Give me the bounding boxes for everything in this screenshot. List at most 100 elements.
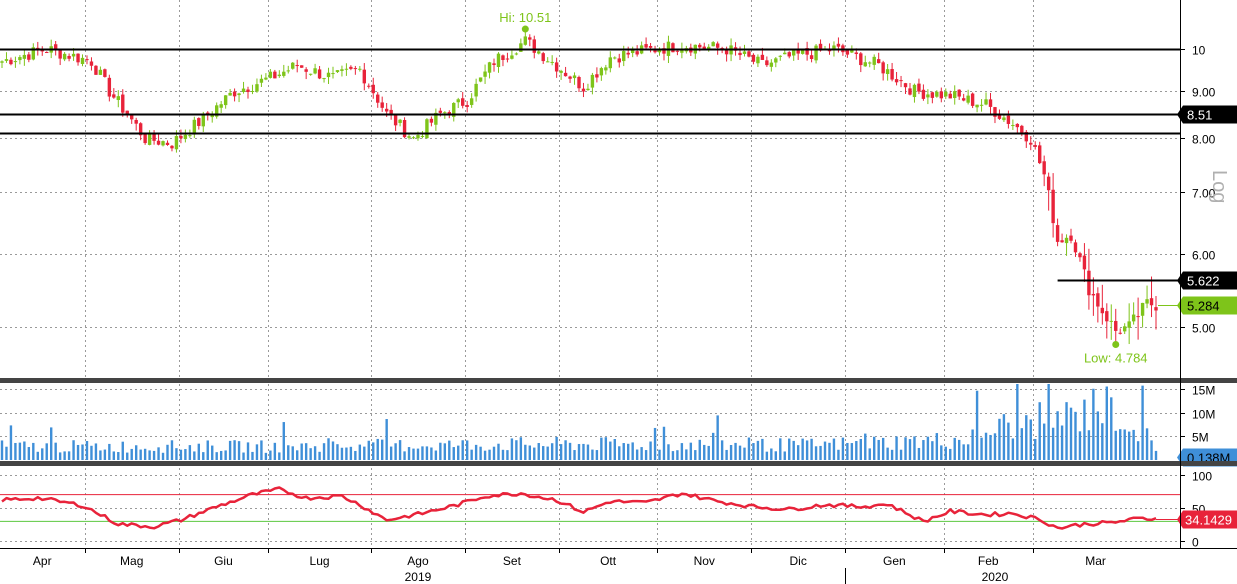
candle-body <box>62 53 67 60</box>
volume-bar <box>380 439 384 460</box>
volume-bar <box>1114 430 1117 460</box>
candle-body <box>519 43 523 52</box>
log-scale-label: Log <box>1208 170 1230 203</box>
candle-body <box>778 55 782 57</box>
candle-body <box>1100 307 1105 314</box>
volume-bar <box>622 443 625 460</box>
candle-body <box>286 70 290 72</box>
candle-body <box>702 46 706 49</box>
candle-body <box>859 53 863 66</box>
volume-bar <box>1025 415 1028 460</box>
candle-body <box>447 112 451 115</box>
candle-body <box>984 99 988 105</box>
volume-bar <box>228 440 232 460</box>
volume-bar <box>528 445 531 460</box>
volume-bar <box>143 448 147 460</box>
volume-bar <box>940 445 943 460</box>
candle-body <box>358 68 362 70</box>
candle-body <box>156 140 161 145</box>
volume-bar <box>725 449 728 460</box>
volume-bar <box>36 451 39 460</box>
candle-body <box>107 77 112 97</box>
volume-bar <box>215 452 218 460</box>
candle-body <box>371 84 375 94</box>
candle-body <box>1011 125 1015 127</box>
volume-bar <box>242 452 245 460</box>
candle-body <box>836 43 841 47</box>
volume-bar <box>671 451 675 460</box>
candle-body <box>1118 332 1122 334</box>
level-label: 5.622 <box>1187 274 1220 289</box>
candle-body <box>192 119 197 135</box>
volume-bar <box>1145 428 1149 460</box>
volume-bar <box>18 442 22 460</box>
volume-bar <box>761 438 764 460</box>
volume-bar <box>483 450 487 460</box>
volume-bar <box>224 450 227 460</box>
candle-body <box>0 61 4 63</box>
candle-body <box>174 136 179 150</box>
candle-body <box>1046 176 1051 191</box>
volume-bar <box>45 443 48 460</box>
rsi-last-box <box>1183 510 1237 529</box>
volume-bar <box>922 440 925 460</box>
candle-body <box>711 42 715 47</box>
candle-body <box>577 76 581 89</box>
candle-body <box>264 77 268 80</box>
candle-body <box>832 45 836 50</box>
volume-bar <box>1060 425 1064 460</box>
volume-bar <box>738 445 742 460</box>
volume-bar <box>533 447 536 460</box>
candle-body <box>152 133 156 141</box>
candle-body <box>783 52 787 55</box>
candle-body <box>58 49 62 59</box>
candle-body <box>953 91 957 99</box>
candle-body <box>581 88 586 92</box>
volume-bar <box>184 449 187 460</box>
candle-body <box>138 123 143 136</box>
candle-body <box>1002 117 1006 121</box>
volume-bar <box>998 418 1001 460</box>
volume-bar <box>577 444 581 460</box>
volume-bar <box>635 449 639 460</box>
candle-body <box>1073 242 1078 253</box>
candle-body <box>1051 189 1055 224</box>
candle-body <box>331 73 335 75</box>
volume-bar <box>264 452 268 460</box>
candle-body <box>791 49 796 56</box>
x-month-label: Feb <box>978 554 999 568</box>
candle-body <box>630 49 635 54</box>
volume-bar <box>219 450 223 460</box>
volume-bar <box>439 442 442 460</box>
volume-bar <box>304 443 308 460</box>
volume-bar <box>300 443 303 460</box>
last-price-label: 5.284 <box>1187 299 1220 314</box>
volume-bar <box>537 443 540 460</box>
volume-bar <box>944 446 947 460</box>
candle-body <box>380 102 384 108</box>
candle-body <box>210 114 214 118</box>
volume-bar <box>1105 386 1108 460</box>
volume-bar <box>492 446 496 460</box>
volume-bar <box>246 442 250 460</box>
candle-body <box>997 114 1002 119</box>
panel-divider <box>0 461 1237 466</box>
volume-bar <box>72 440 75 460</box>
volume-bar <box>470 449 473 460</box>
volume-bar <box>354 450 357 460</box>
volume-bar <box>649 441 652 460</box>
volume-bar <box>134 445 138 460</box>
volume-bar <box>1127 431 1131 460</box>
volume-bar <box>680 443 684 460</box>
candle-body <box>854 52 859 54</box>
volume-bar <box>765 451 769 460</box>
candle-body <box>523 36 528 45</box>
candle-body <box>85 59 89 61</box>
volume-bar <box>358 444 362 460</box>
volume-bar <box>796 445 800 460</box>
candle-body <box>13 61 18 63</box>
volume-bar <box>957 439 961 460</box>
volume-bar <box>658 449 661 460</box>
candle-body <box>1131 314 1136 322</box>
